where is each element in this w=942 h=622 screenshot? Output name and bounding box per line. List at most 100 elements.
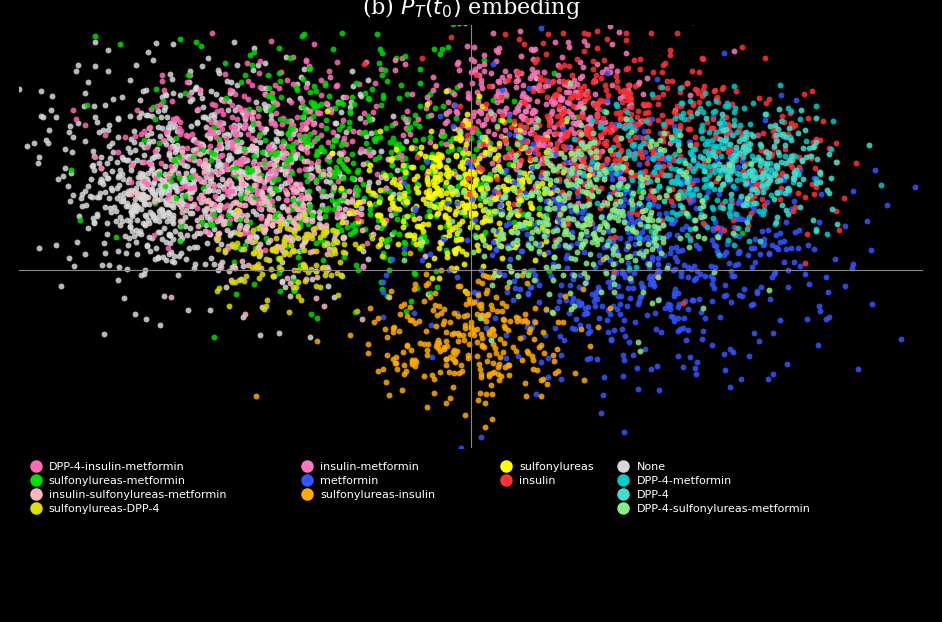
Point bbox=[467, 297, 482, 307]
Point bbox=[470, 180, 485, 190]
Point bbox=[494, 93, 509, 103]
Point bbox=[304, 210, 319, 220]
Point bbox=[687, 276, 702, 285]
Point bbox=[816, 116, 831, 126]
Point bbox=[671, 190, 686, 200]
Point bbox=[277, 282, 292, 292]
Point bbox=[668, 164, 683, 174]
Point bbox=[504, 183, 519, 193]
Point bbox=[496, 106, 512, 116]
Point bbox=[760, 179, 775, 188]
Point bbox=[454, 120, 469, 130]
Point bbox=[269, 163, 284, 173]
Point bbox=[336, 190, 351, 200]
Point bbox=[741, 144, 756, 154]
Point bbox=[672, 87, 687, 97]
Point bbox=[568, 180, 583, 190]
Point bbox=[447, 209, 463, 219]
Point bbox=[753, 236, 768, 246]
Point bbox=[456, 118, 471, 128]
Point bbox=[780, 182, 795, 192]
Point bbox=[539, 305, 554, 315]
Point bbox=[333, 183, 349, 193]
Point bbox=[233, 129, 248, 139]
Point bbox=[342, 106, 357, 116]
Point bbox=[780, 282, 795, 292]
Point bbox=[151, 106, 166, 116]
Point bbox=[397, 211, 412, 221]
Point bbox=[138, 210, 153, 220]
Point bbox=[342, 102, 357, 112]
Point bbox=[502, 129, 517, 139]
Point bbox=[718, 247, 733, 257]
Point bbox=[517, 378, 532, 388]
Point bbox=[630, 119, 645, 129]
Point bbox=[187, 184, 202, 194]
Point bbox=[246, 230, 261, 240]
Point bbox=[545, 226, 560, 236]
Point bbox=[247, 47, 262, 57]
Point bbox=[398, 167, 413, 177]
Point bbox=[538, 215, 553, 225]
Point bbox=[684, 111, 699, 121]
Point bbox=[819, 314, 834, 324]
Point bbox=[209, 193, 224, 203]
Point bbox=[284, 240, 299, 250]
Point bbox=[430, 183, 445, 193]
Point bbox=[374, 172, 389, 182]
Point bbox=[160, 172, 175, 182]
Point bbox=[158, 90, 173, 100]
Point bbox=[577, 310, 592, 320]
Point bbox=[567, 160, 582, 170]
Point bbox=[159, 129, 174, 139]
Point bbox=[590, 110, 605, 120]
Point bbox=[466, 219, 481, 229]
Point bbox=[791, 243, 806, 253]
Point bbox=[567, 87, 582, 97]
Point bbox=[349, 207, 365, 217]
Point bbox=[716, 82, 731, 92]
Point bbox=[557, 106, 572, 116]
Point bbox=[419, 345, 434, 355]
Point bbox=[731, 169, 746, 179]
Point bbox=[148, 114, 163, 124]
Point bbox=[656, 233, 671, 243]
Point bbox=[432, 346, 447, 356]
Point bbox=[555, 141, 570, 151]
Point bbox=[244, 165, 259, 175]
Point bbox=[806, 188, 821, 198]
Point bbox=[361, 147, 376, 157]
Point bbox=[382, 391, 397, 401]
Point bbox=[338, 127, 353, 137]
Point bbox=[84, 174, 99, 184]
Point bbox=[776, 129, 791, 139]
Point bbox=[169, 193, 184, 203]
Point bbox=[87, 165, 102, 175]
Point bbox=[579, 187, 594, 197]
Point bbox=[272, 216, 287, 226]
Point bbox=[541, 353, 556, 363]
Point bbox=[430, 186, 446, 196]
Point bbox=[278, 169, 293, 179]
Point bbox=[216, 219, 231, 229]
Point bbox=[573, 57, 588, 67]
Point bbox=[732, 248, 747, 258]
Point bbox=[655, 67, 670, 77]
Point bbox=[213, 165, 228, 175]
Point bbox=[814, 188, 829, 198]
Point bbox=[581, 302, 596, 312]
Point bbox=[625, 222, 640, 232]
Point bbox=[422, 185, 437, 195]
Point bbox=[154, 205, 169, 215]
Point bbox=[587, 182, 602, 192]
Point bbox=[413, 222, 428, 232]
Point bbox=[416, 371, 431, 381]
Point bbox=[496, 167, 512, 177]
Point bbox=[726, 107, 741, 117]
Point bbox=[652, 181, 667, 191]
Point bbox=[356, 159, 371, 169]
Point bbox=[590, 109, 605, 119]
Point bbox=[324, 270, 339, 280]
Point bbox=[591, 186, 606, 196]
Point bbox=[705, 149, 720, 159]
